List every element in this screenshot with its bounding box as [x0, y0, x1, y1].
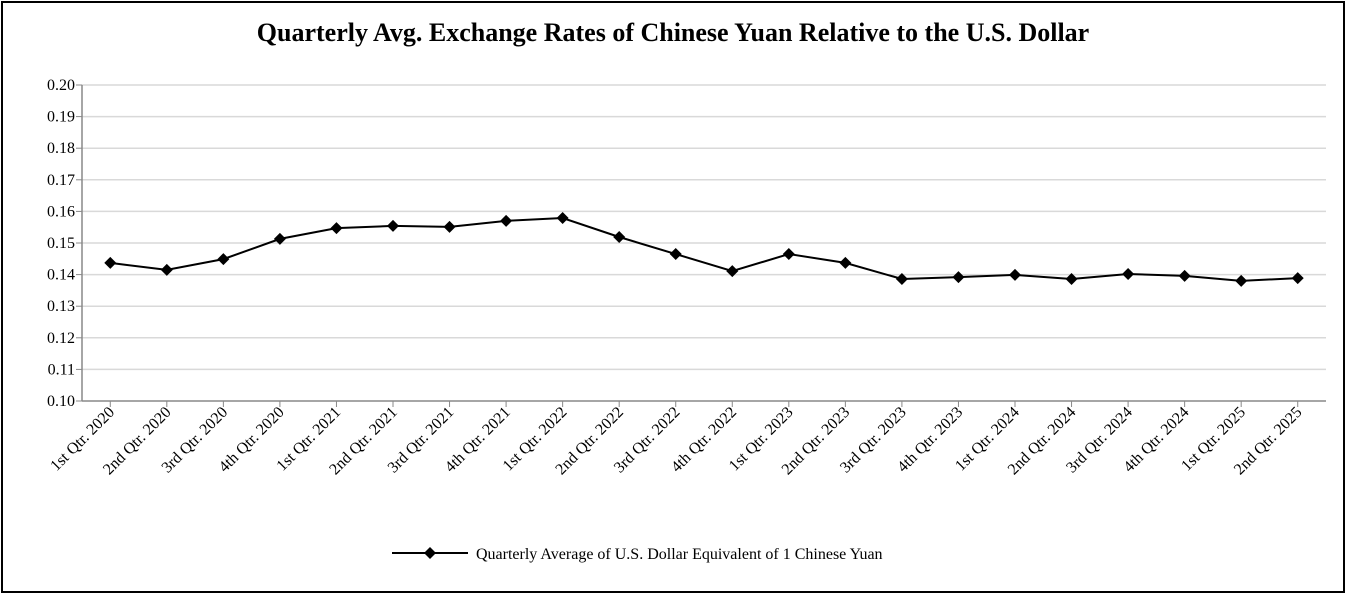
data-point: [1065, 273, 1078, 286]
y-tick-label: 0.15: [47, 235, 75, 252]
data-point: [1235, 274, 1248, 287]
y-tick-label: 0.16: [47, 203, 75, 220]
legend-marker: [424, 547, 436, 559]
legend: Quarterly Average of U.S. Dollar Equival…: [392, 546, 883, 563]
data-point: [104, 256, 117, 269]
y-tick-label: 0.12: [47, 330, 75, 347]
data-point: [726, 265, 739, 278]
data-point: [782, 248, 795, 261]
data-point: [443, 220, 456, 233]
y-tick-label: 0.17: [47, 172, 75, 189]
data-point: [556, 212, 569, 225]
chart-title: Quarterly Avg. Exchange Rates of Chinese…: [257, 18, 1089, 47]
data-point: [1122, 267, 1135, 280]
data-point: [273, 232, 286, 245]
y-tick-label: 0.13: [47, 298, 75, 315]
data-point: [387, 219, 399, 232]
y-tick-label: 0.20: [47, 77, 75, 94]
y-tick-label: 0.18: [47, 140, 75, 157]
data-point: [500, 214, 513, 227]
y-tick-label: 0.10: [47, 393, 75, 410]
data-point: [1291, 272, 1304, 285]
y-tick-label: 0.19: [47, 109, 75, 126]
data-point: [160, 263, 173, 276]
data-point: [952, 271, 965, 284]
y-tick-label: 0.14: [47, 267, 75, 284]
legend-label: Quarterly Average of U.S. Dollar Equival…: [476, 546, 883, 563]
data-point: [895, 273, 908, 286]
series-line: [110, 217, 1298, 282]
data-point: [1178, 269, 1191, 282]
data-point: [669, 248, 682, 261]
y-tick-label: 0.11: [48, 361, 75, 378]
data-point: [839, 256, 852, 269]
data-point: [217, 253, 230, 266]
data-point: [1009, 268, 1021, 281]
data-point: [613, 230, 626, 243]
data-point: [330, 222, 343, 235]
